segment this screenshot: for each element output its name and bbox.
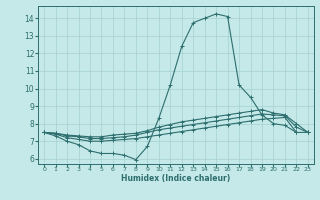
X-axis label: Humidex (Indice chaleur): Humidex (Indice chaleur) bbox=[121, 174, 231, 183]
